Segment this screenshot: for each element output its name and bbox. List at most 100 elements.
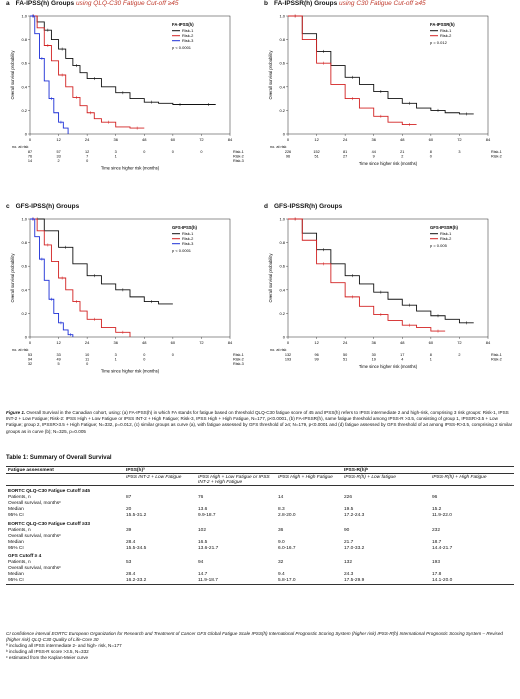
risk-count: 14 (28, 159, 32, 163)
risk-count: 0 (200, 150, 202, 154)
risk-count: 27 (343, 155, 347, 159)
x-tick-label: 48 (400, 340, 405, 345)
legend-title: GFS-IPSSR(h) (430, 225, 459, 230)
x-tick-label: 12 (56, 340, 61, 345)
panel-d-title: d GFS-IPSSR(h) Groups (264, 203, 343, 210)
legend-label: Risk-1 (440, 231, 452, 236)
figure-caption-lead: Figure 1. (6, 410, 26, 415)
legend-label: Risk-3 (182, 241, 194, 246)
legend-label: Risk-1 (182, 28, 194, 33)
section-name: GFS Cutoff ≥ 4 (8, 554, 42, 559)
risk-count: 2 (401, 155, 403, 159)
x-axis-label: Time since higher risk (months) (359, 364, 418, 369)
row-label: Median (8, 572, 24, 577)
risk-count: 3 (115, 353, 117, 357)
risk-count: 8 (430, 353, 432, 357)
risk-count: 2 (458, 353, 460, 357)
risk-count: 0 (172, 353, 174, 357)
table-cell: 17.2-24.3 (344, 513, 365, 518)
x-tick-label: 48 (142, 340, 147, 345)
risk-count: 0 (143, 150, 145, 154)
y-tick-label: 0 (283, 335, 286, 340)
figure-caption: Figure 1. Overall Survival in the Canadi… (6, 410, 514, 435)
risk-count: 51 (343, 358, 347, 362)
km-curve-risk-2 (30, 15, 145, 129)
risk-count: 0 (86, 159, 88, 163)
col-header-ipss: IPSS(h)ª (124, 466, 342, 474)
table-row: 95% CI 16.2-33.2 11.9-18.7 5.8-17.0 17.5-29.… (6, 577, 514, 585)
x-tick-label: 12 (314, 340, 319, 345)
risk-count: 193 (285, 358, 291, 362)
table-cell: 2.8-20.0 (278, 513, 296, 518)
subheader-cell: IPSS-R(h) + High Fatigue (430, 473, 514, 486)
y-tick-label: 1.0 (279, 14, 285, 19)
table-cell: 53 (126, 560, 132, 565)
table-row: Median 20 13.6 8.3 19.5 15.2 (6, 507, 514, 513)
table-row: 95% CI 15.5-31.2 9.9-18.7 2.8-20.0 17.2-24.3… (6, 513, 514, 519)
legend-label: Risk-1 (182, 231, 194, 236)
row-label: Overall survival, monthsᶜ (8, 566, 61, 571)
p-value: p < 0.0001 (172, 248, 192, 253)
table-cell: 11.9-18.7 (196, 577, 276, 585)
x-tick-label: 60 (429, 137, 434, 142)
legend-label: Risk-1 (440, 28, 452, 33)
section-name: EORTC QLQ-C30 Fatigue Cutoff ≥33 (8, 521, 91, 527)
y-axis-label: Overall survival probability (268, 253, 273, 303)
risk-count: 81 (343, 150, 347, 154)
y-axis-label: Overall survival probability (268, 50, 273, 100)
x-tick-label: 60 (171, 137, 176, 142)
risk-count: 1 (115, 155, 117, 159)
y-tick-label: 0.6 (21, 264, 27, 269)
x-tick-label: 12 (314, 137, 319, 142)
table-cell: 90 (344, 527, 350, 533)
risk-count: 152 (313, 150, 319, 154)
footnote-c: ᶜ estimated from the Kaplan-Meier curve (6, 655, 89, 660)
table-cell: 226 (344, 495, 353, 500)
table-cell: 13.6-21.7 (198, 545, 219, 551)
table-cell: 17.8 (432, 572, 442, 577)
risk-count: 19 (372, 358, 376, 362)
subheader-cell: IPSS INT-2 + Low Fatigue (124, 473, 196, 486)
y-tick-label: 0 (25, 335, 28, 340)
km-curve-risk-3 (30, 15, 69, 134)
y-tick-label: 0 (283, 132, 286, 137)
risk-count: 53 (28, 353, 32, 357)
risk-count: 8 (430, 150, 432, 154)
risk-count: 1 (115, 358, 117, 362)
risk-count: 1 (430, 358, 432, 362)
risk-count: 2 (58, 159, 60, 163)
table-cell: 232 (432, 527, 441, 533)
risk-table-label: no. at risk (270, 348, 287, 352)
x-tick-label: 36 (371, 340, 376, 345)
risk-count: 9 (373, 155, 375, 159)
table-row: Median 28.4 16.5 9.0 21.7 18.7 (6, 539, 514, 545)
x-tick-label: 72 (457, 137, 462, 142)
p-value: p < 0.0001 (172, 45, 192, 50)
risk-count: 44 (372, 150, 376, 154)
survival-table: Fatigue assessment IPSS(h)ª IPSS-R(h)ᵇ IPSS… (6, 466, 514, 585)
y-tick-label: 0.8 (21, 37, 27, 42)
legend-label: Risk-3 (182, 38, 194, 43)
y-tick-label: 0.2 (21, 311, 27, 316)
x-tick-label: 0 (287, 137, 290, 142)
table-cell: 87 (126, 495, 132, 500)
subheader-empty (6, 473, 124, 486)
x-tick-label: 36 (371, 137, 376, 142)
risk-row-label: Risk-1 (491, 150, 502, 154)
risk-count: 50 (343, 353, 347, 357)
km-chart-c: 0 0.2 0.4 0.6 0.8 1.0 0 12 24 36 48 60 72 84 Overall s… (10, 217, 244, 374)
risk-count: 3 (458, 150, 460, 154)
x-tick-label: 84 (486, 340, 491, 345)
risk-count: 87 (28, 150, 32, 154)
table-cell: 14.7 (198, 572, 208, 577)
table-cell: 15.5-31.2 (126, 513, 147, 518)
km-curve-risk-1 (30, 218, 173, 305)
table-cell: 13.6 (198, 507, 208, 512)
plot-frame (29, 15, 231, 135)
section-name: EORTC QLQ-C30 Fatigue Cutoff ≥45 (8, 489, 91, 494)
table-row: Patients, n 87 76 14 226 96 (6, 495, 514, 501)
p-value: p = 0.005 (430, 243, 448, 248)
table-cell: 11.9-22.0 (432, 513, 452, 518)
